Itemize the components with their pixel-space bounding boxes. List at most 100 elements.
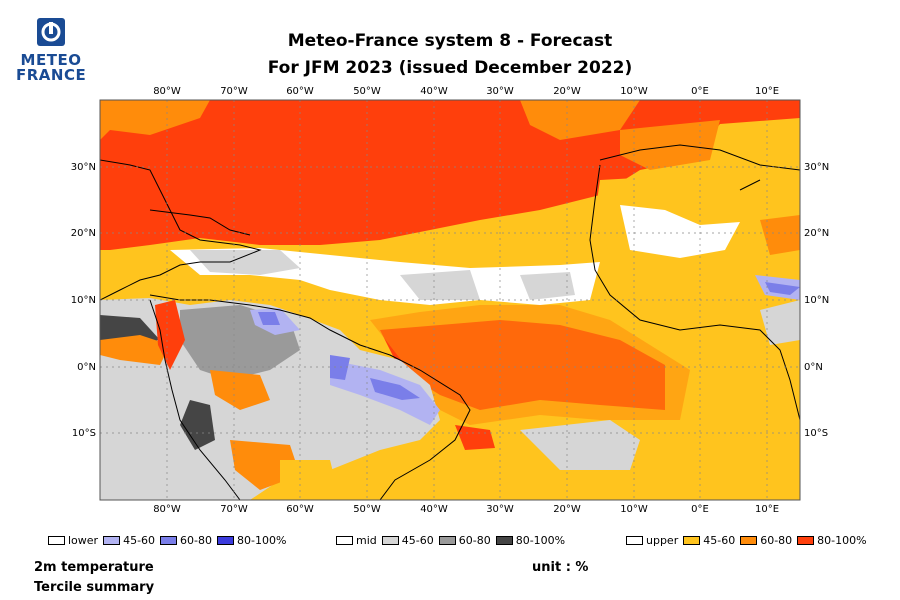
lon-label: 80°W <box>153 504 181 515</box>
legend-lower: lower 45-60 60-80 80-100% <box>48 534 291 547</box>
field-white-sahara <box>620 205 740 258</box>
field-mid-45-60-caribbean <box>190 250 300 275</box>
field-upper-60-80-n <box>520 100 640 140</box>
legend-label: 45-60 <box>703 534 736 547</box>
gridlines <box>100 100 800 500</box>
legend-item-lower: lower <box>48 534 98 547</box>
coast-detail <box>739 179 761 191</box>
field-upper-45-60-south <box>280 460 340 500</box>
legend-item-upper-80-100: 80-100% <box>797 534 867 547</box>
legend-label: 45-60 <box>401 534 434 547</box>
legend-label: 60-80 <box>458 534 491 547</box>
legend-item-lower-80-100: 80-100% <box>217 534 286 547</box>
field-lower-60-80-amazon2 <box>330 355 350 380</box>
coast-north-africa <box>599 144 800 171</box>
lon-label: 10°W <box>620 86 648 97</box>
lat-labels-right: 30°N 20°N 10°N 0°N 10°S <box>804 162 829 439</box>
lat-label: 10°S <box>72 428 96 439</box>
legend-label: upper <box>646 534 679 547</box>
coast-west-africa <box>589 164 800 421</box>
legend-item-lower-45-60: 45-60 <box>103 534 155 547</box>
legend-swatch <box>438 536 456 545</box>
lon-label: 10°E <box>755 504 779 515</box>
field-mid-45-60-south-america <box>100 298 440 500</box>
legend-label: 60-80 <box>760 534 793 547</box>
map-svg: 80°W 70°W 60°W 50°W 40°W 30°W 20°W 10°W … <box>71 86 829 515</box>
lon-label: 10°W <box>620 504 648 515</box>
legend-item-upper-60-80: 60-80 <box>740 534 792 547</box>
lon-label: 50°W <box>353 504 381 515</box>
lat-label: 20°N <box>804 228 829 239</box>
legend-item-mid: mid <box>336 534 377 547</box>
lon-label: 70°W <box>220 86 248 97</box>
lat-label: 30°N <box>804 162 829 173</box>
field-upper-60-80-nw <box>100 100 210 140</box>
lat-label: 30°N <box>71 162 96 173</box>
legend-item-mid-45-60: 45-60 <box>381 534 434 547</box>
field-mid-45-60-atlantic2 <box>520 272 575 300</box>
field-upper-60-80-ne <box>620 120 720 170</box>
logo-line-1: METEO <box>20 51 82 69</box>
field-mid-45-60-atlantic <box>400 270 480 300</box>
meteo-france-logo-icon <box>37 18 65 46</box>
legend-swatch <box>740 536 758 545</box>
lat-label: 10°N <box>804 295 829 306</box>
field-mid-80-100-peru <box>180 400 215 450</box>
legend-upper: upper 45-60 60-80 80-100% <box>626 534 872 547</box>
legend-swatch <box>626 536 643 545</box>
legend-label: 45-60 <box>123 534 156 547</box>
lon-label: 0°E <box>691 504 709 515</box>
legend-item-upper: upper <box>626 534 678 547</box>
variable-label: 2m temperature <box>34 560 154 575</box>
unit-label: unit : % <box>532 560 589 575</box>
legend-swatch <box>103 536 121 545</box>
legend-swatch <box>797 536 815 545</box>
lon-labels: 80°W 70°W 60°W 50°W 40°W 30°W 20°W 10°W … <box>153 86 779 97</box>
lat-label: 20°N <box>71 228 96 239</box>
lat-label: 10°N <box>71 295 96 306</box>
legend-swatch <box>48 536 65 545</box>
legend-label: 60-80 <box>180 534 213 547</box>
lon-label: 40°W <box>420 86 448 97</box>
legend-mid: mid 45-60 60-80 80-100% <box>336 534 570 547</box>
coast-central-america <box>100 159 262 301</box>
legend-swatch <box>160 536 178 545</box>
lon-label: 50°W <box>353 86 381 97</box>
lon-label: 20°W <box>553 504 581 515</box>
legend-item-upper-45-60: 45-60 <box>683 534 735 547</box>
legend-item-lower-60-80: 60-80 <box>160 534 212 547</box>
legend-label: lower <box>68 534 99 547</box>
map-title: Meteo-France system 8 - Forecast <box>287 31 613 51</box>
lon-label: 60°W <box>286 86 314 97</box>
lon-label: 0°E <box>691 86 709 97</box>
legend-swatch <box>217 536 235 545</box>
forecast-map: 80°W 70°W 60°W 50°W 40°W 30°W 20°W 10°W … <box>71 86 829 515</box>
legend-swatch <box>683 536 701 545</box>
field-upper-80-100-brazil <box>455 425 495 450</box>
lon-label: 70°W <box>220 504 248 515</box>
legend-item-mid-80-100: 80-100% <box>495 534 565 547</box>
lon-label: 10°E <box>755 86 779 97</box>
legend-swatch <box>381 536 399 545</box>
coast-south-america-west <box>149 299 241 500</box>
legend-swatch <box>336 536 353 545</box>
field-upper-80-100-colombia <box>155 300 185 370</box>
lon-labels-bottom: 80°W 70°W 60°W 50°W 40°W 30°W 20°W 10°W … <box>153 504 779 515</box>
coast-south-america-north <box>149 294 471 500</box>
lon-label: 30°W <box>486 86 514 97</box>
lon-label: 30°W <box>486 504 514 515</box>
legend-swatch <box>495 536 513 545</box>
map-subtitle: For JFM 2023 (issued December 2022) <box>267 58 633 78</box>
meteo-france-logo: METEO FRANCE <box>16 18 86 83</box>
logo-line-2: FRANCE <box>16 66 87 84</box>
map-frame <box>99 99 801 501</box>
field-upper-60-80-brazil-west <box>210 370 270 410</box>
legend-label: 80-100% <box>237 534 287 547</box>
lat-label: 0°N <box>804 362 823 373</box>
lon-label: 60°W <box>286 504 314 515</box>
legend-item-mid-60-80: 60-80 <box>438 534 491 547</box>
legend-label: 80-100% <box>817 534 867 547</box>
lon-label: 40°W <box>420 504 448 515</box>
field-lower-60-80-africa <box>765 282 800 295</box>
legend-label: mid <box>356 534 377 547</box>
